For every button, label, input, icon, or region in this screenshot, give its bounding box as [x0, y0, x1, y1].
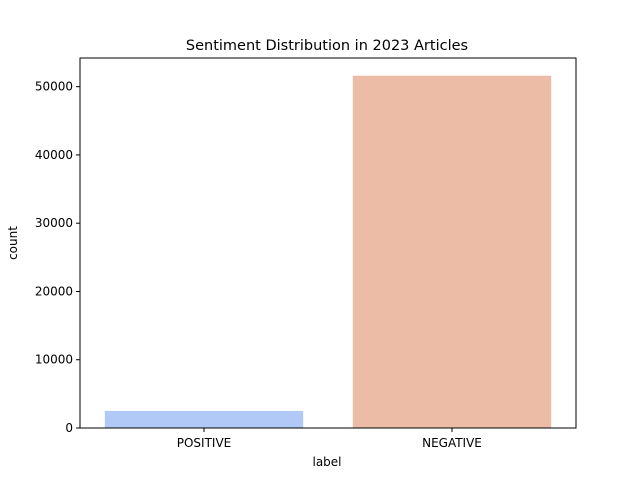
y-tick-label: 50000	[35, 80, 73, 94]
y-axis-title: count	[6, 226, 20, 260]
chart-title: Sentiment Distribution in 2023 Articles	[186, 38, 468, 54]
x-tick-label: POSITIVE	[177, 436, 232, 450]
y-axis-ticks: 0 10000 20000 30000 40000 50000	[35, 80, 80, 435]
bar-positive	[104, 410, 304, 428]
x-axis-ticks: POSITIVE NEGATIVE	[177, 428, 482, 450]
y-tick-label: 30000	[35, 216, 73, 230]
x-tick-label: NEGATIVE	[422, 436, 482, 450]
y-tick-label: 10000	[35, 353, 73, 367]
y-tick-label: 20000	[35, 284, 73, 298]
bars-group	[104, 75, 552, 428]
y-tick-label: 0	[65, 421, 73, 435]
x-axis-title: label	[312, 455, 341, 469]
y-tick-label: 40000	[35, 148, 73, 162]
bar-negative	[352, 75, 552, 428]
plot-frame	[79, 57, 577, 429]
